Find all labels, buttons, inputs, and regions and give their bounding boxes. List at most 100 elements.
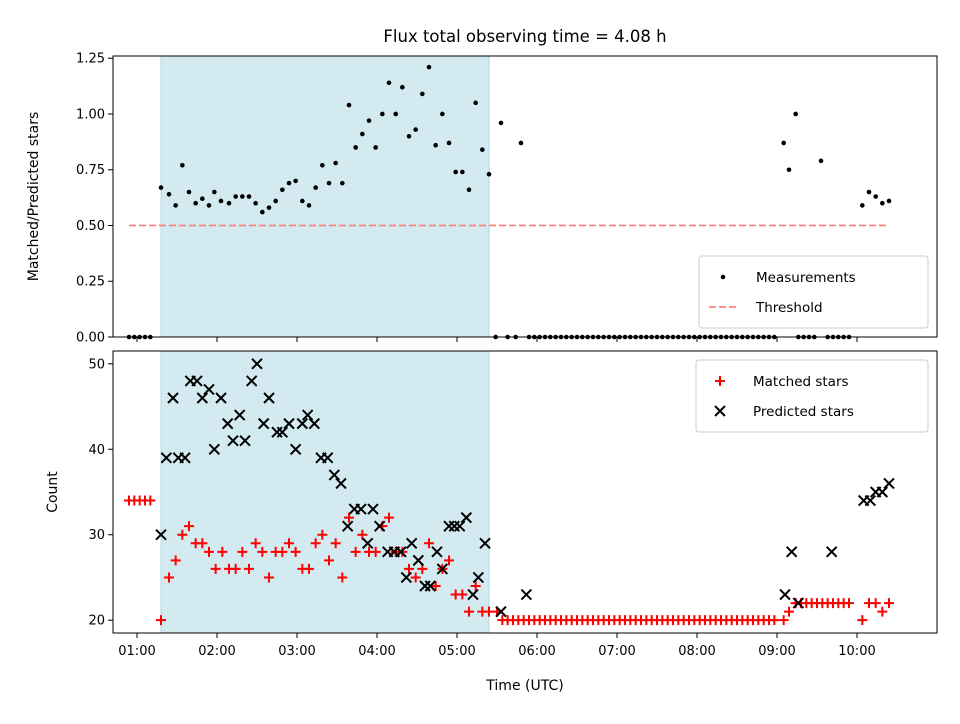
- data-point: [420, 91, 425, 97]
- data-point: [337, 572, 348, 583]
- data-point: [844, 598, 854, 609]
- data-point: [395, 546, 407, 558]
- y-axis-label: Matched/Predicted stars: [26, 112, 42, 282]
- x-tick-label: 06:00: [518, 644, 555, 659]
- data-point: [239, 435, 251, 447]
- data-point: [473, 100, 478, 106]
- data-point: [177, 529, 188, 540]
- data-point: [413, 127, 418, 132]
- data-point: [280, 187, 285, 193]
- data-point: [424, 538, 434, 549]
- data-point: [203, 383, 215, 396]
- x-tick-label: 09:00: [758, 644, 795, 659]
- data-point: [186, 189, 192, 195]
- data-point: [306, 203, 312, 208]
- data-point: [873, 194, 878, 199]
- data-point: [206, 203, 212, 208]
- data-point: [825, 546, 838, 558]
- data-point: [778, 615, 789, 626]
- data-point: [430, 581, 441, 591]
- data-point: [864, 494, 877, 507]
- data-point: [884, 598, 894, 609]
- data-point: [341, 520, 354, 532]
- data-point: [424, 580, 437, 592]
- data-point: [170, 555, 181, 566]
- data-point: [495, 605, 507, 618]
- data-point: [467, 588, 479, 601]
- legend-marker-swatch: [720, 274, 726, 280]
- data-point: [212, 189, 217, 195]
- data-point: [866, 189, 872, 195]
- data-point: [353, 145, 358, 150]
- data-point: [357, 529, 368, 540]
- data-point: [273, 198, 278, 204]
- y-tick-label: 20: [88, 614, 105, 629]
- data-point: [155, 529, 167, 541]
- y-tick-label: 0.75: [76, 163, 105, 178]
- data-point: [781, 140, 786, 146]
- data-point: [179, 452, 191, 464]
- data-point: [818, 158, 824, 164]
- data-point: [263, 392, 275, 404]
- legend-label: Measurements: [756, 270, 856, 286]
- data-point: [457, 589, 468, 600]
- data-point: [479, 537, 491, 549]
- data-point: [373, 145, 378, 150]
- series-measurements: [126, 64, 892, 340]
- data-point: [296, 417, 309, 430]
- data-point: [444, 555, 454, 566]
- data-point: [217, 546, 228, 557]
- data-point: [215, 392, 227, 404]
- data-point: [326, 180, 332, 186]
- legend-marker-swatch: [715, 376, 725, 386]
- data-point: [289, 443, 302, 455]
- data-point: [785, 546, 798, 558]
- data-point: [276, 426, 289, 438]
- legend-marker-swatch: [714, 405, 726, 417]
- data-point: [230, 563, 241, 574]
- data-point: [160, 452, 173, 464]
- data-point: [330, 538, 341, 549]
- plot-frame: [112, 350, 938, 634]
- data-point: [784, 606, 794, 617]
- data-point: [453, 520, 466, 532]
- legend-box: [695, 359, 929, 433]
- x-tick-label: 02:00: [198, 644, 235, 659]
- data-point: [210, 563, 221, 574]
- y-tick-label: 1.25: [76, 52, 105, 67]
- data-point: [426, 64, 432, 70]
- data-point: [360, 131, 365, 137]
- data-point: [518, 140, 524, 146]
- data-point: [245, 375, 258, 387]
- data-point: [290, 546, 301, 557]
- data-point: [386, 80, 392, 86]
- data-point: [472, 571, 485, 584]
- data-point: [480, 147, 485, 152]
- legend-label: Threshold: [755, 300, 823, 316]
- legend: Measurements Threshold: [698, 255, 929, 329]
- data-point: [366, 118, 372, 123]
- data-point: [317, 529, 328, 540]
- data-point: [158, 185, 164, 190]
- data-point: [257, 546, 268, 557]
- data-point: [520, 588, 533, 601]
- data-point: [218, 198, 224, 204]
- x-tick-label: 10:00: [838, 644, 875, 659]
- x-tick-label: 05:00: [438, 644, 475, 659]
- data-point: [393, 111, 398, 117]
- data-point: [244, 563, 254, 574]
- data-point: [167, 392, 179, 404]
- data-point: [250, 538, 261, 549]
- data-point: [410, 572, 421, 583]
- data-point: [384, 512, 394, 523]
- data-point: [164, 572, 174, 583]
- data-point: [405, 537, 418, 549]
- data-point: [400, 571, 413, 584]
- data-point: [877, 606, 888, 617]
- data-point: [260, 209, 265, 215]
- data-point: [333, 160, 338, 166]
- data-point: [284, 538, 294, 549]
- data-point: [373, 520, 386, 532]
- data-point: [240, 194, 245, 199]
